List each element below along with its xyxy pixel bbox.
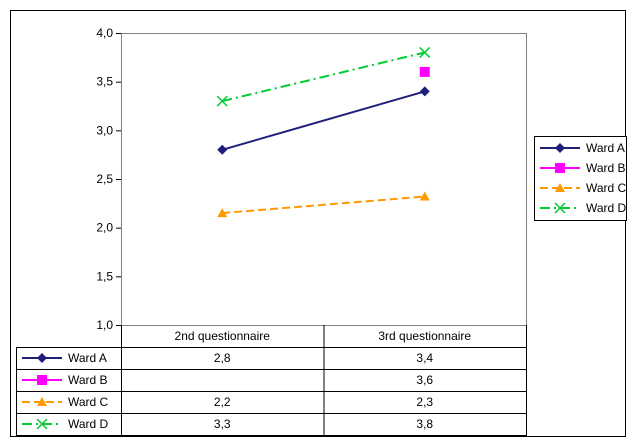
table-header-cell: 2nd questionnaire [175, 329, 271, 343]
table-cell: 3,4 [416, 351, 433, 365]
legend-marker [555, 163, 565, 173]
table-cell: 3,8 [416, 417, 433, 431]
legend-marker [555, 183, 565, 192]
table-cell: 2,8 [214, 351, 231, 365]
data-point-ward-d [419, 46, 431, 58]
table-cell: 2,3 [416, 395, 433, 409]
series-line-ward-c [222, 195, 425, 215]
table-row-key-marker [36, 418, 48, 430]
legend [534, 136, 627, 221]
table-cell: 2,2 [214, 395, 231, 409]
y-tick-label: 2,0 [96, 221, 113, 235]
y-tick-label: 3,5 [96, 75, 113, 89]
plot-area [121, 33, 527, 326]
y-tick-label: 3,0 [96, 123, 113, 137]
series-line-ward-a [221, 90, 426, 151]
table-cell: 3,6 [416, 373, 433, 387]
data-point-ward-d [216, 95, 228, 107]
table-row-key-marker [37, 397, 47, 406]
legend-label: Ward D [586, 201, 627, 215]
table-row-label: Ward B [68, 373, 108, 387]
legend-marker [555, 143, 565, 153]
y-tick-label: 1,0 [96, 318, 113, 332]
table-cell: 3,3 [214, 417, 231, 431]
table-row-label: Ward C [68, 395, 109, 409]
legend-marker [554, 202, 566, 214]
table-row-key-marker [37, 375, 47, 385]
y-tick-label: 4,0 [96, 26, 113, 40]
data-point-ward-c [217, 208, 228, 218]
data-point-ward-a [217, 144, 228, 155]
legend-label: Ward B [586, 161, 626, 175]
y-tick-label: 1,5 [96, 269, 113, 283]
legend-label: Ward A [586, 141, 625, 155]
table-row-label: Ward D [68, 417, 109, 431]
table-row-label: Ward A [68, 351, 107, 365]
y-tick-label: 2,5 [96, 172, 113, 186]
data-point-ward-a [419, 86, 430, 97]
series-line-ward-d [222, 51, 425, 103]
legend-label: Ward C [586, 181, 627, 195]
table-row-key-marker [37, 353, 47, 363]
chart-border [10, 10, 626, 437]
table-header-cell: 3rd questionnaire [378, 329, 471, 343]
data-point-ward-c [419, 191, 430, 201]
data-point-ward-b [419, 66, 430, 77]
